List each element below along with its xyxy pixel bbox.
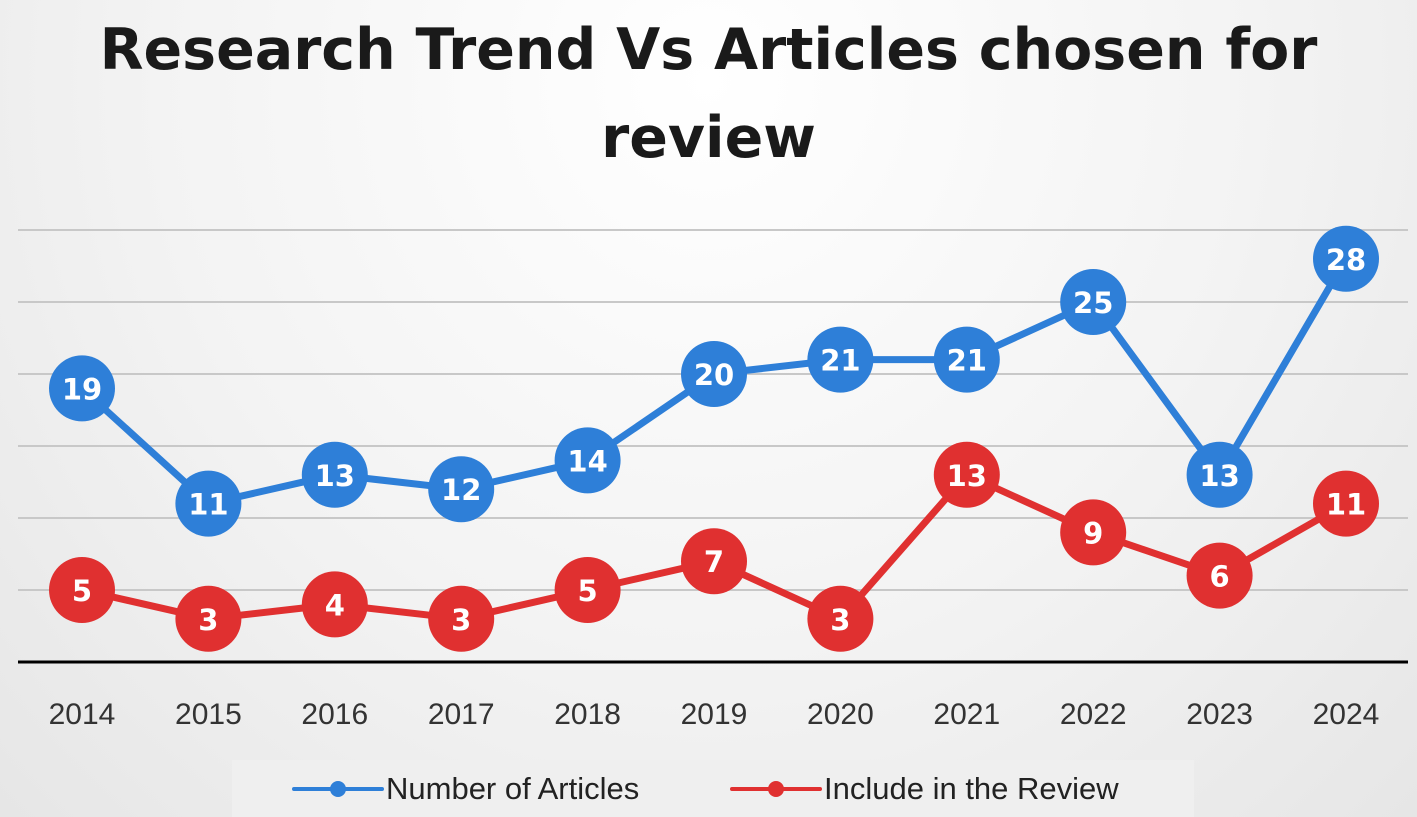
data-point — [1313, 225, 1379, 292]
legend-label: Include in the Review — [824, 770, 1119, 806]
data-label: 14 — [567, 444, 607, 478]
data-label: 3 — [451, 603, 471, 637]
data-point — [175, 585, 242, 652]
chart-title: Research Trend Vs Articles chosen for re… — [99, 17, 1318, 171]
data-label: 28 — [1326, 243, 1366, 277]
x-tick-label: 2020 — [807, 698, 874, 731]
data-label: 13 — [947, 459, 987, 493]
data-label: 25 — [1073, 286, 1113, 320]
data-label: 11 — [188, 488, 228, 522]
data-point — [428, 456, 495, 523]
x-tick-label: 2017 — [428, 698, 495, 731]
data-point — [807, 326, 874, 393]
x-tick-label: 2014 — [49, 698, 116, 731]
data-point — [1060, 269, 1127, 335]
data-point — [49, 557, 115, 623]
data-point — [428, 585, 495, 652]
data-point — [933, 326, 1000, 393]
legend-item-number-of-articles[interactable]: Number of Articles — [292, 760, 639, 817]
legend-swatch-number-of-articles — [292, 779, 384, 799]
data-label: 6 — [1210, 560, 1230, 594]
legend-swatch-include-in-the-review — [730, 779, 822, 799]
data-label: 19 — [62, 372, 102, 406]
x-tick-label: 2024 — [1313, 698, 1380, 731]
x-tick-label: 2022 — [1060, 698, 1127, 731]
x-tick-label: 2016 — [301, 698, 368, 731]
data-label: 13 — [315, 459, 355, 493]
data-point — [681, 341, 747, 407]
legend-item-include-in-the-review[interactable]: Include in the Review — [730, 760, 1119, 817]
data-point — [933, 441, 1000, 508]
data-point — [1186, 542, 1253, 609]
data-point — [1313, 470, 1379, 537]
x-tick-label: 2023 — [1186, 698, 1253, 731]
data-point — [807, 585, 874, 652]
x-tick-label: 2019 — [681, 698, 748, 731]
data-label: 4 — [325, 588, 345, 622]
data-point — [175, 470, 242, 537]
data-label: 13 — [1199, 459, 1239, 493]
x-tick-label: 2015 — [175, 698, 242, 731]
data-label: 21 — [947, 344, 987, 378]
data-point — [49, 355, 115, 422]
data-point — [301, 441, 368, 508]
data-label: 12 — [441, 473, 481, 507]
data-label: 11 — [1326, 488, 1366, 522]
legend-label: Number of Articles — [386, 770, 640, 806]
data-label: 5 — [578, 574, 598, 608]
data-label: 9 — [1083, 516, 1103, 550]
data-label: 21 — [820, 344, 860, 378]
data-point — [1186, 441, 1253, 508]
data-label: 20 — [694, 358, 734, 392]
data-point — [554, 427, 621, 494]
data-point — [554, 557, 621, 623]
x-tick-label: 2018 — [554, 698, 621, 731]
data-point — [1060, 499, 1127, 566]
x-tick-label: 2021 — [933, 698, 1000, 731]
data-label: 5 — [72, 574, 92, 608]
data-label: 3 — [198, 603, 218, 637]
data-point — [301, 571, 368, 638]
data-label: 7 — [704, 545, 724, 579]
data-point — [681, 528, 747, 595]
legend: Number of Articles Include in the Review — [232, 760, 1194, 817]
data-label: 3 — [830, 603, 850, 637]
